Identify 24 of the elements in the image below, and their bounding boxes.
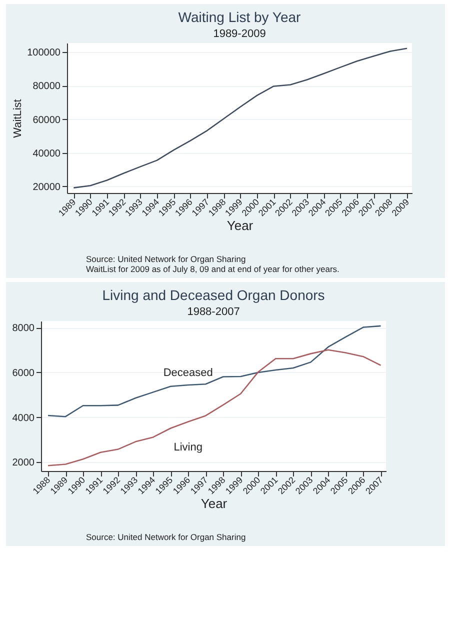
- y-tick-label: 20000: [32, 182, 61, 193]
- y-tick-label: 40000: [32, 148, 61, 160]
- y-tick-label: 60000: [32, 114, 61, 126]
- chart-title: Living and Deceased Organ Donors: [102, 287, 325, 303]
- source-note: Source: United Network for Organ Sharing: [86, 532, 247, 542]
- y-tick-label: 8000: [12, 323, 35, 334]
- series-label: Deceased: [163, 367, 213, 380]
- line-series: [47, 325, 382, 418]
- text: WaitList for 2009 as of July 8, 09 and at end of year for other years.: [86, 264, 340, 274]
- x-axis-title: Year: [226, 218, 254, 234]
- chart-subtitle: 1988-2007: [187, 306, 240, 318]
- source-note: Source: United Network for Organ Sharing: [86, 254, 247, 264]
- series-label: Living: [174, 442, 202, 454]
- y-axis-title: WaitList: [12, 99, 24, 138]
- chart-subtitle: 1989-2009: [213, 28, 266, 40]
- y-tick-label: 100000: [27, 48, 61, 59]
- y-tick-label: 6000: [12, 368, 35, 379]
- line-series: [47, 349, 382, 466]
- x-axis-title: Year: [200, 496, 228, 512]
- y-tick-label: 2000: [12, 458, 35, 469]
- y-tick-label: 80000: [32, 81, 61, 92]
- y-tick-label: 4000: [12, 412, 35, 424]
- line-series: [73, 48, 408, 188]
- chart-title: Waiting List by Year: [178, 9, 302, 25]
